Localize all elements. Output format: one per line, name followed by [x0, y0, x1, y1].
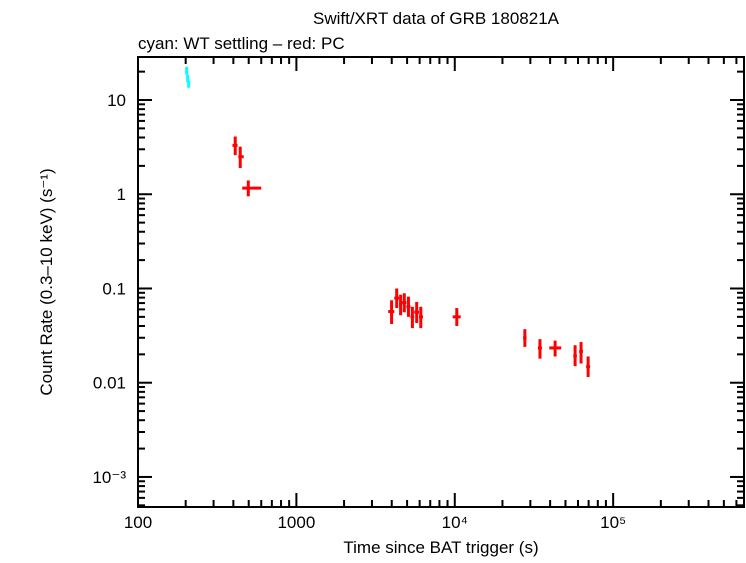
data-point	[586, 356, 591, 378]
data-point	[402, 293, 407, 313]
data-point	[579, 342, 583, 364]
data-point	[394, 288, 400, 309]
data-point	[388, 300, 395, 324]
data-point	[238, 146, 244, 168]
y-axis-label: Count Rate (0.3–10 keV) (s⁻¹)	[37, 168, 56, 395]
y-tick-label: 0.01	[93, 374, 126, 393]
chart-subtitle: cyan: WT settling – red: PC	[138, 34, 345, 53]
x-axis-label: Time since BAT trigger (s)	[343, 538, 538, 557]
data-point	[452, 308, 461, 326]
data-point	[399, 294, 403, 316]
x-tick-label: 1000	[277, 513, 315, 532]
data-point	[242, 180, 262, 197]
data-point	[410, 306, 415, 329]
y-tick-label: 10⁻³	[92, 468, 126, 487]
data-point	[537, 339, 542, 359]
data-point	[185, 66, 189, 75]
data-point	[523, 329, 527, 347]
data-point	[187, 80, 191, 88]
data-point	[406, 296, 411, 317]
x-tick-label: 10⁴	[442, 513, 468, 532]
chart-title: Swift/XRT data of GRB 180821A	[313, 9, 560, 28]
data-point	[419, 306, 423, 329]
x-tick-label: 10⁵	[600, 513, 626, 532]
data-point	[573, 345, 577, 367]
x-tick-label: 100	[124, 513, 152, 532]
y-tick-label: 0.1	[102, 279, 126, 298]
y-tick-label: 10	[107, 91, 126, 110]
data-point	[232, 136, 238, 156]
data-point	[414, 301, 420, 324]
y-tick-label: 1	[117, 185, 126, 204]
data-point	[549, 340, 562, 357]
plot-frame	[137, 56, 745, 508]
